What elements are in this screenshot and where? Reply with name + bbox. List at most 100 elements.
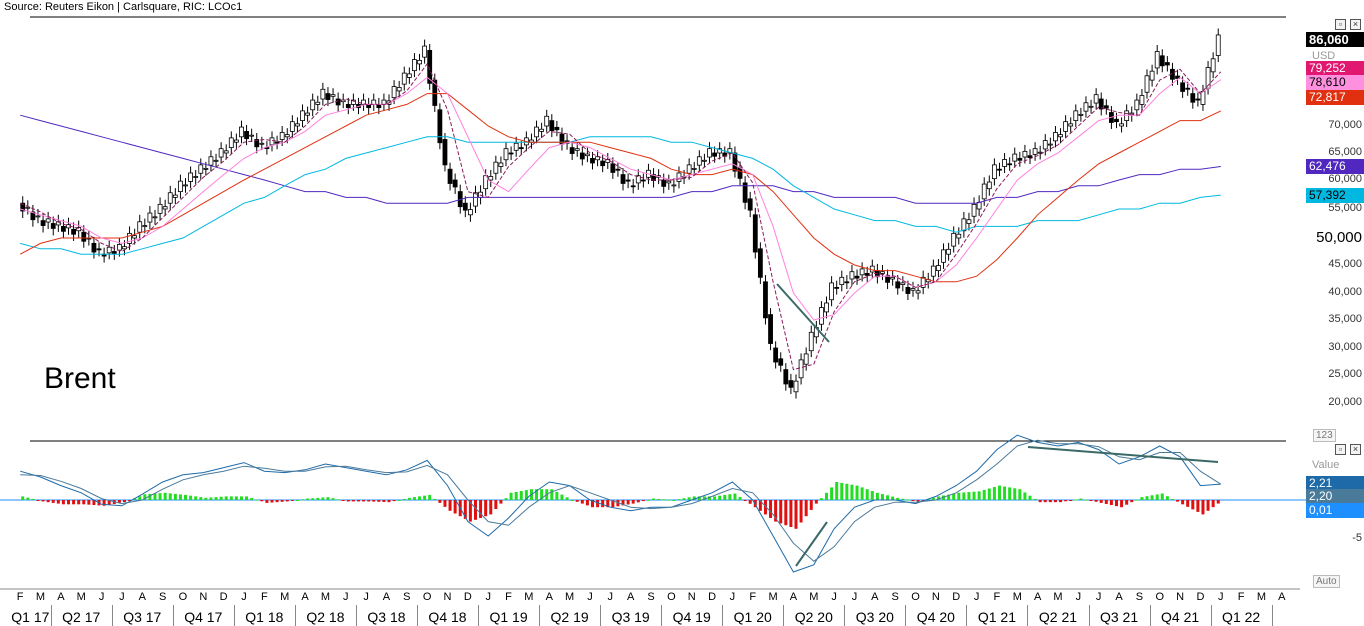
quarter-separator bbox=[844, 605, 846, 626]
macd-hist-bar bbox=[397, 500, 401, 501]
candle-body bbox=[549, 120, 555, 131]
candle-body bbox=[590, 157, 595, 164]
macd-line bbox=[20, 434, 1221, 573]
quarter-label: Q4 20 bbox=[916, 609, 955, 625]
macd-hist-bar bbox=[611, 500, 615, 508]
candle-body bbox=[747, 198, 753, 211]
divergence-trendline bbox=[1027, 446, 1219, 463]
candle-body bbox=[752, 214, 758, 253]
quarter-label: Q1 20 bbox=[733, 609, 772, 625]
quarter-label: Q1 21 bbox=[977, 609, 1016, 625]
candle-body bbox=[45, 218, 51, 223]
candle-body bbox=[880, 271, 885, 274]
candle-body bbox=[1164, 62, 1170, 66]
macd-hist-bar bbox=[713, 496, 717, 500]
candle-body bbox=[462, 202, 468, 211]
candle-body bbox=[951, 232, 957, 247]
candle-body bbox=[900, 282, 906, 286]
minimize-icon[interactable]: ▫ bbox=[1335, 19, 1346, 30]
macd-hist-bar bbox=[733, 493, 737, 500]
candle-body bbox=[757, 248, 763, 278]
month-label: S bbox=[403, 591, 411, 603]
macd-hist-bar bbox=[590, 500, 594, 508]
macd-hist-bar bbox=[987, 488, 991, 500]
macd-hist-bar bbox=[519, 491, 523, 500]
close-icon[interactable]: × bbox=[1350, 19, 1361, 30]
candle-body bbox=[172, 194, 178, 198]
candle-body bbox=[1190, 93, 1196, 103]
candle-body bbox=[798, 359, 804, 379]
month-label: J bbox=[485, 591, 491, 603]
minimize-icon[interactable]: ▫ bbox=[1335, 444, 1346, 455]
candle-body bbox=[763, 281, 768, 319]
candle-body bbox=[910, 288, 916, 291]
month-label: O bbox=[422, 591, 432, 603]
candle-body bbox=[885, 275, 890, 283]
macd-trendline bbox=[795, 521, 828, 567]
month-label: S bbox=[647, 591, 655, 603]
quarter-separator bbox=[478, 605, 480, 626]
candle-body bbox=[1144, 75, 1150, 93]
candle-body bbox=[956, 233, 962, 239]
month-label: J bbox=[729, 591, 736, 603]
close-icon[interactable]: × bbox=[1350, 444, 1361, 455]
candle-body bbox=[259, 142, 265, 145]
month-label: A bbox=[1278, 591, 1286, 603]
macd-hist-bar bbox=[107, 500, 111, 505]
macd-hist-bar bbox=[199, 497, 203, 500]
macd-hist-bar bbox=[387, 500, 391, 503]
macd-hist-bar bbox=[560, 494, 564, 500]
candle-body bbox=[696, 156, 702, 166]
auto-scale-toggle[interactable]: Auto bbox=[1313, 575, 1340, 588]
quarter-separator bbox=[1149, 605, 1151, 626]
quarter-separator bbox=[722, 605, 724, 626]
macd-hist-bar bbox=[77, 500, 81, 505]
candle-body bbox=[1037, 151, 1043, 154]
macd-hist-bar bbox=[580, 500, 584, 504]
candle-body bbox=[111, 251, 117, 254]
macd-hist-bar bbox=[245, 496, 249, 500]
candle-body bbox=[620, 174, 626, 184]
candle-body bbox=[1149, 70, 1155, 81]
candle-body bbox=[1058, 134, 1063, 138]
candle-body bbox=[610, 163, 616, 173]
candle-body bbox=[518, 147, 524, 150]
candle-body bbox=[1053, 132, 1058, 142]
candle-body bbox=[859, 268, 865, 276]
candle-body bbox=[1098, 98, 1104, 110]
month-label: A bbox=[1033, 591, 1042, 603]
macd-hist-bar bbox=[1211, 500, 1215, 508]
quarter-separator bbox=[111, 605, 113, 626]
candle-body bbox=[468, 209, 473, 216]
scale-toggle[interactable]: 123 bbox=[1313, 429, 1336, 442]
macd-hist-bar bbox=[708, 496, 712, 500]
macd-hist-bar bbox=[1059, 500, 1063, 503]
macd-hist-bar bbox=[1084, 499, 1088, 501]
macd-hist-bar bbox=[524, 490, 528, 500]
month-label: D bbox=[952, 591, 961, 603]
macd-hist-bar bbox=[418, 496, 422, 500]
month-label: J bbox=[973, 591, 980, 603]
macd-hist-bar bbox=[1094, 500, 1098, 502]
macd-hist-bar bbox=[1165, 496, 1169, 500]
price-tick-label: 60,000 bbox=[1328, 173, 1362, 185]
candle-body bbox=[941, 249, 946, 263]
macd-tag: 2,20 bbox=[1306, 489, 1364, 504]
month-label: O bbox=[178, 591, 188, 603]
macd-tick-label: -5 bbox=[1352, 532, 1362, 544]
macd-hist-bar bbox=[336, 499, 340, 501]
macd-hist-bar bbox=[952, 493, 956, 500]
macd-hist-bar bbox=[1109, 500, 1113, 506]
month-label: D bbox=[1196, 591, 1205, 603]
macd-hist-bar bbox=[875, 492, 879, 500]
macd-hist-bar bbox=[295, 500, 299, 501]
macd-hist-bar bbox=[636, 500, 640, 503]
macd-hist-bar bbox=[143, 494, 147, 500]
macd-hist-bar bbox=[880, 494, 884, 500]
macd-hist-bar bbox=[1033, 498, 1037, 500]
macd-hist-bar bbox=[1074, 499, 1078, 501]
macd-hist-bar bbox=[1079, 498, 1083, 500]
macd-hist-bar bbox=[102, 500, 106, 506]
candle-body bbox=[300, 110, 305, 121]
macd-hist-bar bbox=[158, 493, 162, 500]
